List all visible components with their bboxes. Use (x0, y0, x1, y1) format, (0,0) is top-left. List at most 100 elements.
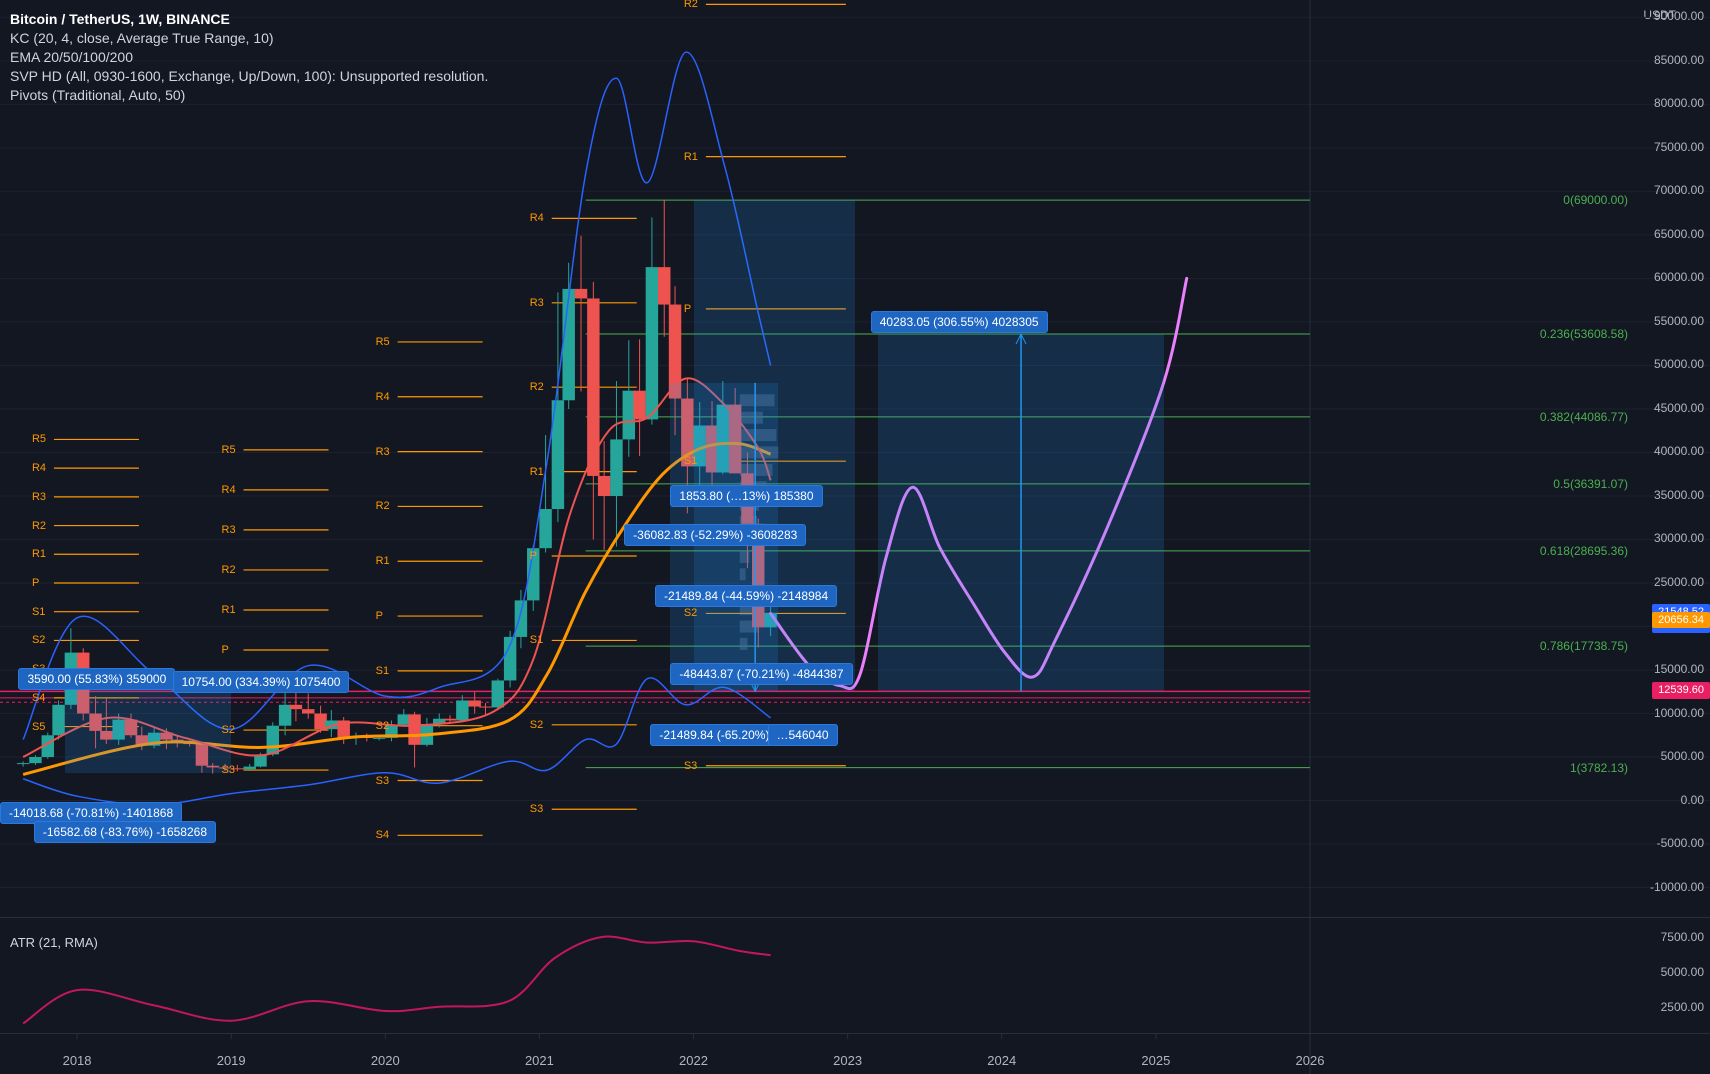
atr-indicator-label: ATR (21, RMA) (10, 935, 98, 950)
pivot-label: P (376, 610, 383, 622)
pivot-label: R2 (530, 381, 544, 393)
pivot-label: R2 (32, 520, 46, 532)
pivot-label: S2 (32, 634, 45, 646)
x-tick-label: 2018 (63, 1053, 92, 1068)
measure-badge: 1853.80 (…13%) 185380 (670, 485, 822, 507)
y-tick-label: 50000.00 (1654, 357, 1704, 371)
x-tick-label: 2019 (217, 1053, 246, 1068)
pivot-label: S2 (684, 607, 697, 619)
price-axis-tag: 20656.34 (1652, 612, 1710, 629)
pivot-label: S3 (530, 803, 543, 815)
y-tick-label: 80000.00 (1654, 96, 1704, 110)
pivot-label: R4 (32, 462, 46, 474)
atr-y-tick: 7500.00 (1661, 930, 1704, 944)
x-tick-label: 2024 (987, 1053, 1016, 1068)
pivot-label: P (32, 577, 39, 589)
measure-badge: -16582.68 (-83.76%) -1658268 (34, 821, 216, 843)
pivot-label: P (684, 303, 691, 315)
symbol-title: Bitcoin / TetherUS, 1W, BINANCE (10, 10, 488, 29)
fib-label: 1(3782.13) (1570, 761, 1628, 775)
pivot-label: S1 (684, 455, 697, 467)
fib-label: 0.5(36391.07) (1553, 477, 1628, 491)
y-tick-label: 0.00 (1681, 793, 1704, 807)
pivot-label: R4 (530, 212, 544, 224)
pivot-label: R4 (376, 391, 390, 403)
y-tick-label: 35000.00 (1654, 488, 1704, 502)
pivot-label: S1 (32, 606, 45, 618)
atr-y-tick: 5000.00 (1661, 965, 1704, 979)
fib-label: 0.382(44086.77) (1540, 410, 1628, 424)
indicator-line: Pivots (Traditional, Auto, 50) (10, 86, 488, 105)
pivot-label: S2 (376, 720, 389, 732)
pivot-label: R2 (376, 500, 390, 512)
x-tick-label: 2021 (525, 1053, 554, 1068)
y-tick-label: 30000.00 (1654, 531, 1704, 545)
pivot-label: S1 (376, 665, 389, 677)
y-tick-label: 65000.00 (1654, 227, 1704, 241)
price-axis-tag: 12539.60 (1652, 682, 1710, 699)
pivot-label: R5 (376, 336, 390, 348)
measure-badge: 3590.00 (55.83%) 359000 (18, 668, 175, 690)
measure-badge: 40283.05 (306.55%) 4028305 (871, 311, 1048, 333)
fib-label: 0.618(28695.36) (1540, 544, 1628, 558)
header-block: Bitcoin / TetherUS, 1W, BINANCE KC (20, … (10, 10, 488, 104)
y-tick-label: 55000.00 (1654, 314, 1704, 328)
pivot-label: R1 (32, 548, 46, 560)
indicator-line: SVP HD (All, 0930-1600, Exchange, Up/Dow… (10, 67, 488, 86)
pivot-label: S5 (32, 721, 45, 733)
chart-root[interactable]: Bitcoin / TetherUS, 1W, BINANCE KC (20, … (0, 0, 1710, 1074)
indicator-line: KC (20, 4, close, Average True Range, 10… (10, 29, 488, 48)
y-tick-label: 10000.00 (1654, 706, 1704, 720)
x-tick-label: 2026 (1296, 1053, 1325, 1068)
measure-badge: -36082.83 (-52.29%) -3608283 (624, 524, 806, 546)
y-tick-label: 70000.00 (1654, 183, 1704, 197)
pivot-label: R1 (376, 555, 390, 567)
y-tick-label: 60000.00 (1654, 270, 1704, 284)
y-tick-label: 40000.00 (1654, 444, 1704, 458)
y-tick-label: 90000.00 (1654, 9, 1704, 23)
y-tick-label: 5000.00 (1661, 749, 1704, 763)
x-tick-label: 2022 (679, 1053, 708, 1068)
pivot-label: R5 (32, 433, 46, 445)
pivot-label: R3 (32, 491, 46, 503)
pivot-label: S3 (684, 760, 697, 772)
measure-badge: -21489.84 (-44.59%) -2148984 (655, 585, 837, 607)
atr-y-tick: 2500.00 (1661, 1000, 1704, 1014)
y-tick-label: -5000.00 (1657, 836, 1704, 850)
pivot-label: S1 (530, 634, 543, 646)
pivot-label: R2 (222, 564, 236, 576)
pivot-label: S3 (376, 775, 389, 787)
pivot-label: R1 (222, 604, 236, 616)
pivot-label: R2 (684, 0, 698, 10)
pivot-label: R1 (530, 466, 544, 478)
xaxis-separator (0, 1033, 1710, 1034)
pivot-label: S2 (222, 724, 235, 736)
x-tick-label: 2025 (1141, 1053, 1170, 1068)
pivot-label: R5 (222, 444, 236, 456)
measure-badge: -48443.87 (-70.21%) -4844387 (670, 663, 852, 685)
y-tick-label: -10000.00 (1650, 880, 1704, 894)
measure-badge: …546040 (768, 724, 838, 746)
pivot-label: P (530, 550, 537, 562)
pivot-label: R4 (222, 484, 236, 496)
pivot-label: R3 (530, 297, 544, 309)
y-tick-label: 45000.00 (1654, 401, 1704, 415)
fib-label: 0.236(53608.58) (1540, 327, 1628, 341)
measure-badge: 10754.00 (334.39%) 1075400 (173, 671, 350, 693)
indicator-line: EMA 20/50/100/200 (10, 48, 488, 67)
pivot-label: S4 (32, 692, 45, 704)
projection-box (694, 200, 856, 691)
pivot-label: R1 (684, 151, 698, 163)
x-tick-label: 2020 (371, 1053, 400, 1068)
pivot-label: S3 (222, 764, 235, 776)
y-tick-label: 85000.00 (1654, 53, 1704, 67)
pivot-label: S4 (376, 829, 389, 841)
y-tick-label: 15000.00 (1654, 662, 1704, 676)
pivot-label: P (222, 644, 229, 656)
x-tick-label: 2023 (833, 1053, 862, 1068)
pivot-label: R3 (222, 524, 236, 536)
pane-separator (0, 917, 1710, 918)
pivot-label: S2 (530, 719, 543, 731)
y-tick-label: 75000.00 (1654, 140, 1704, 154)
fib-label: 0(69000.00) (1563, 193, 1628, 207)
